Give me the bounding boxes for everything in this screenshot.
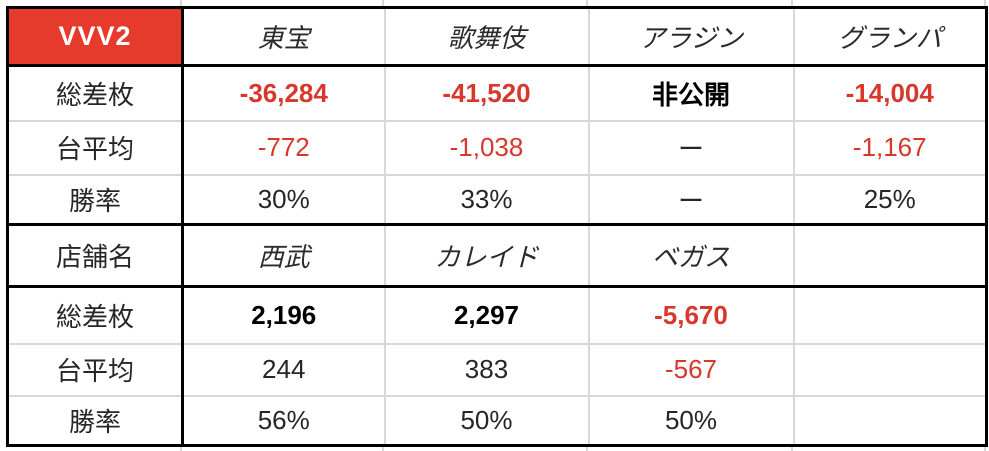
group2-header-row: 店舗名 西武 カレイド ベガス (6, 223, 988, 288)
row-label: 総差枚 (6, 285, 184, 345)
gridline-stub (791, 446, 793, 451)
value-cell: 2,297 (383, 285, 590, 345)
value-cell: 33% (383, 173, 590, 226)
table-row: 総差枚 2,196 2,297 -5,670 (6, 285, 988, 345)
store-header: グランパ (792, 6, 988, 67)
value-cell (792, 285, 988, 345)
store-header: 東宝 (181, 6, 386, 67)
gridline-stub (180, 446, 182, 451)
gridline-stub (180, 0, 182, 7)
store-header (792, 223, 988, 288)
table-row: 勝率 30% 33% ー 25% (6, 173, 988, 226)
table-row: 台平均 -772 -1,038 ー -1,167 (6, 119, 988, 176)
value-cell: -41,520 (383, 64, 590, 122)
value-cell: 2,196 (181, 285, 386, 345)
value-cell (792, 342, 988, 397)
gridline-stub (791, 0, 793, 7)
store-header: ベガス (587, 223, 795, 288)
value-cell: -772 (181, 119, 386, 176)
results-table: VVV2 東宝 歌舞伎 アラジン グランパ 総差枚 -36,284 -41,52… (6, 6, 988, 447)
row-label: 勝率 (6, 173, 184, 226)
table-row: 総差枚 -36,284 -41,520 非公開 -14,004 (6, 64, 988, 122)
value-cell: ー (587, 173, 795, 226)
gridline-stub (382, 0, 384, 7)
gridline-stub (984, 0, 986, 7)
value-cell: -5,670 (587, 285, 795, 345)
value-cell: -36,284 (181, 64, 386, 122)
value-cell: 50% (587, 394, 795, 447)
value-cell: -567 (587, 342, 795, 397)
value-cell: 56% (181, 394, 386, 447)
store-header: カレイド (383, 223, 590, 288)
value-cell: -14,004 (792, 64, 988, 122)
gridline-stub (984, 446, 986, 451)
row-label: 総差枚 (6, 64, 184, 122)
value-cell: 383 (383, 342, 590, 397)
title-cell: VVV2 (6, 6, 184, 67)
table-row: 勝率 56% 50% 50% (6, 394, 988, 447)
value-cell: ー (587, 119, 795, 176)
value-cell: 非公開 (587, 64, 795, 122)
store-header: 西武 (181, 223, 386, 288)
store-header: 歌舞伎 (383, 6, 590, 67)
gridline-stub (586, 446, 588, 451)
value-cell: -1,038 (383, 119, 590, 176)
value-cell: 244 (181, 342, 386, 397)
table-row: 台平均 244 383 -567 (6, 342, 988, 397)
group1-header-row: VVV2 東宝 歌舞伎 アラジン グランパ (6, 6, 988, 67)
row-label: 店舗名 (6, 223, 184, 288)
row-label: 台平均 (6, 342, 184, 397)
value-cell (792, 394, 988, 447)
row-label: 勝率 (6, 394, 184, 447)
gridline-stub (382, 446, 384, 451)
value-cell: 25% (792, 173, 988, 226)
value-cell: 30% (181, 173, 386, 226)
row-label: 台平均 (6, 119, 184, 176)
store-header: アラジン (587, 6, 795, 67)
gridline-stub (586, 0, 588, 7)
value-cell: 50% (383, 394, 590, 447)
value-cell: -1,167 (792, 119, 988, 176)
